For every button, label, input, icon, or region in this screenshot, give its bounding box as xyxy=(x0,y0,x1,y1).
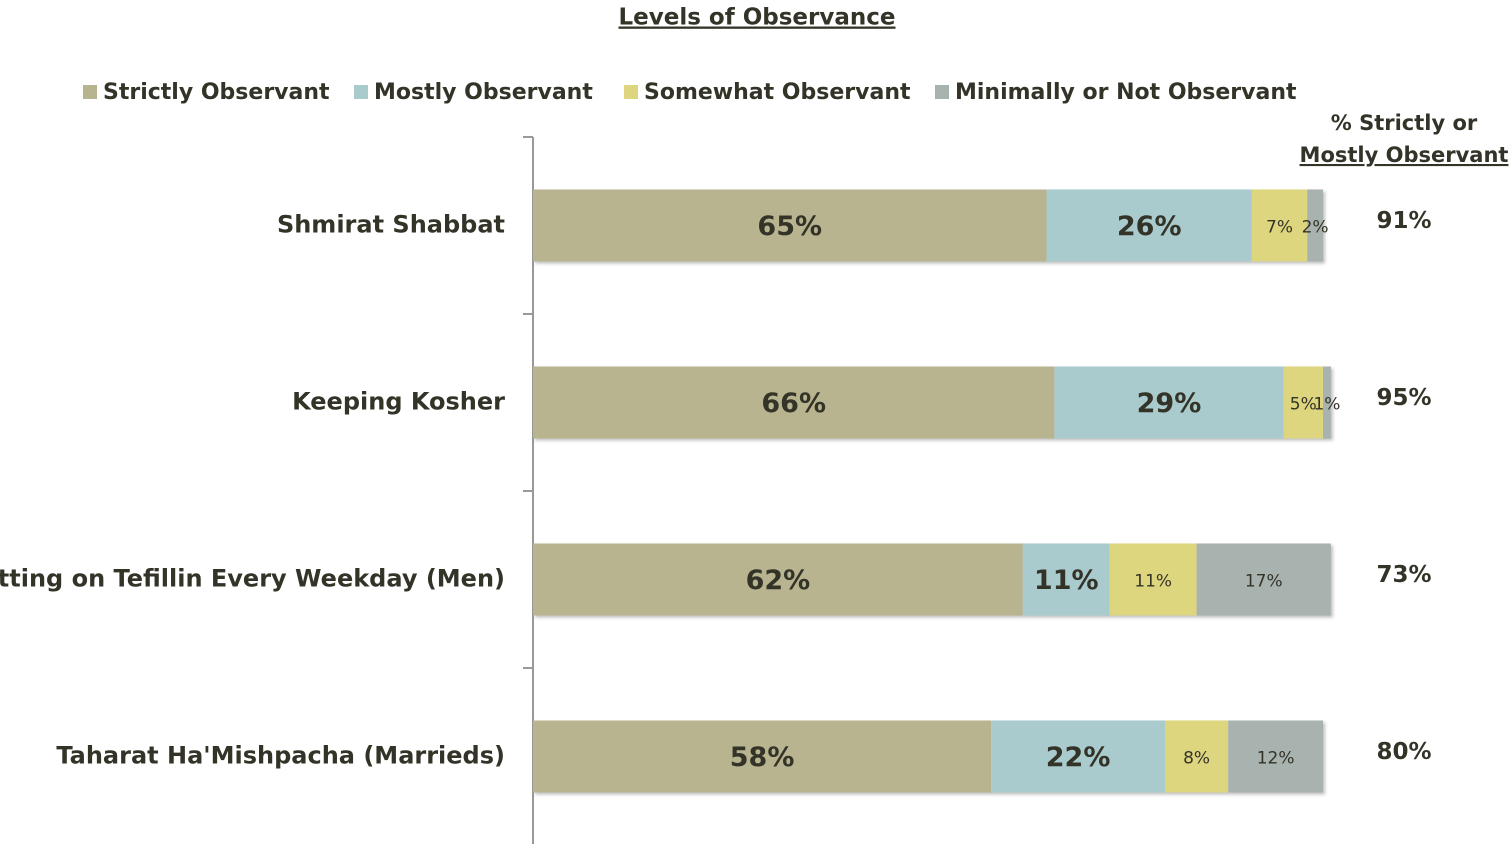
data-label: 12% xyxy=(1257,749,1295,769)
summary-label: 73% xyxy=(1376,562,1431,588)
bar-group xyxy=(533,366,1331,439)
category-label: Shmirat Shabbat xyxy=(277,211,505,239)
summary-label: 95% xyxy=(1376,385,1431,411)
bar-segment xyxy=(533,189,1047,262)
data-label: 58% xyxy=(730,742,795,773)
category-label: Taharat Ha'Mishpacha (Marrieds) xyxy=(56,742,505,770)
data-label: 17% xyxy=(1245,572,1283,592)
bar-segment xyxy=(1196,543,1331,616)
bar-segment xyxy=(991,720,1165,793)
bar-segment xyxy=(533,720,992,793)
legend-label: Mostly Observant xyxy=(374,80,593,105)
bar-segment xyxy=(1228,720,1323,793)
data-label: 26% xyxy=(1117,211,1182,242)
legend-swatch xyxy=(935,85,949,99)
bar-segment xyxy=(1251,189,1308,262)
legend-swatch xyxy=(624,85,638,99)
legend-swatch xyxy=(354,85,368,99)
data-label: 66% xyxy=(761,388,826,419)
category-label: Keeping Kosher xyxy=(292,388,505,416)
data-label: 65% xyxy=(757,211,822,242)
data-label: 1% xyxy=(1313,395,1340,415)
bar-segment xyxy=(533,543,1023,616)
bar-segment xyxy=(1109,543,1197,616)
data-label: 5% xyxy=(1290,395,1317,415)
data-label: 2% xyxy=(1302,218,1329,238)
bar-segment xyxy=(1022,543,1110,616)
data-label: 11% xyxy=(1034,565,1099,596)
summary-label: 91% xyxy=(1376,208,1431,234)
bar-group xyxy=(533,189,1323,262)
legend-label: Minimally or Not Observant xyxy=(955,80,1297,105)
legend-swatch xyxy=(83,85,97,99)
bar-group xyxy=(533,720,1323,793)
chart-title: Levels of Observance xyxy=(618,5,895,31)
bar-segment xyxy=(1046,189,1252,262)
data-label: 7% xyxy=(1266,218,1293,238)
bar-segment xyxy=(1323,366,1331,439)
data-label: 22% xyxy=(1046,742,1111,773)
bar-segment xyxy=(533,366,1055,439)
data-label: 29% xyxy=(1137,388,1202,419)
bar-segment xyxy=(1307,189,1323,262)
category-label: Putting on Tefillin Every Weekday (Men) xyxy=(0,565,505,593)
bar-segment xyxy=(1165,720,1229,793)
summary-label: 80% xyxy=(1376,739,1431,765)
data-label: 62% xyxy=(746,565,811,596)
bar-segment xyxy=(1283,366,1323,439)
legend-label: Somewhat Observant xyxy=(644,80,911,105)
legend-label: Strictly Observant xyxy=(103,80,330,105)
data-label: 8% xyxy=(1183,749,1210,769)
summary-title: Mostly Observant xyxy=(1300,143,1509,167)
data-label: 11% xyxy=(1134,572,1172,592)
bar-segment xyxy=(1054,366,1284,439)
summary-title: % Strictly or xyxy=(1331,111,1478,135)
bar-group xyxy=(533,543,1331,616)
